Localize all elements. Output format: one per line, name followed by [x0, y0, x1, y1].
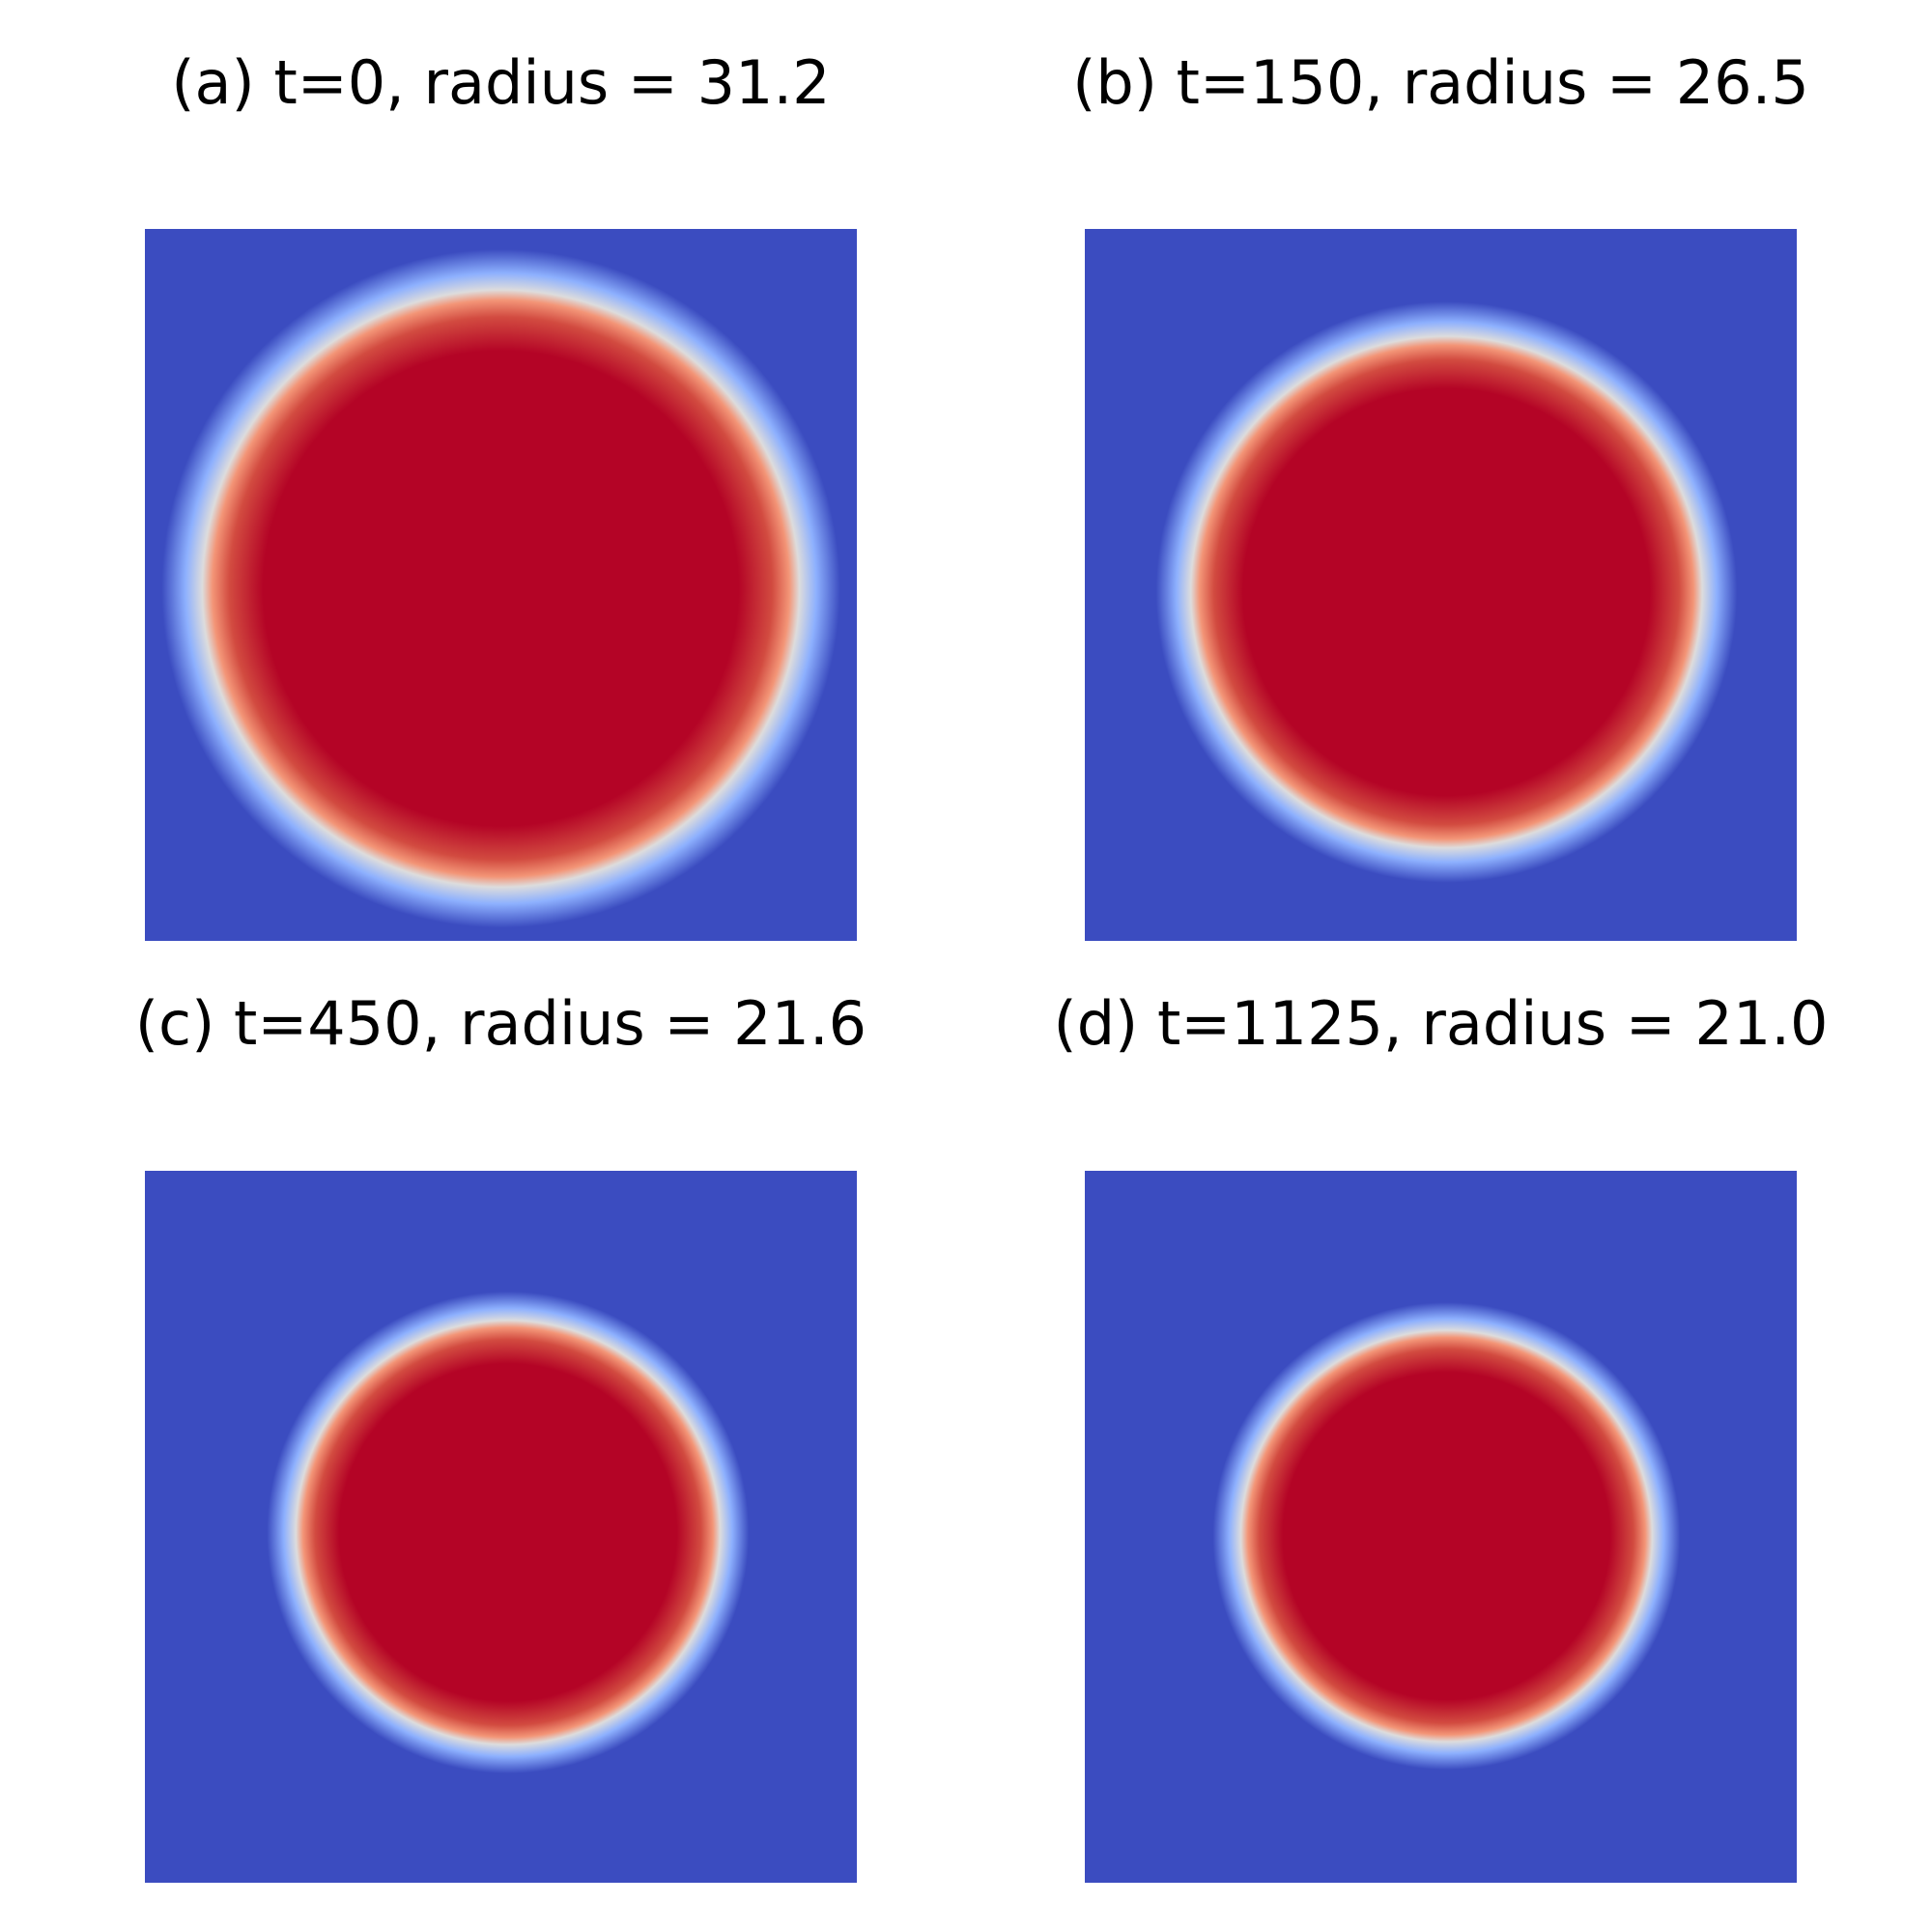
droplet — [161, 248, 840, 928]
droplet — [1212, 1302, 1681, 1771]
droplet — [1155, 301, 1738, 883]
panel-title: (c) t=450, radius = 21.6 — [135, 988, 867, 1059]
panel-title: (a) t=0, radius = 31.2 — [171, 47, 830, 118]
panel-title: (d) t=1125, radius = 21.0 — [1054, 988, 1829, 1059]
panel-title: (b) t=150, radius = 26.5 — [1072, 47, 1809, 118]
droplet — [267, 1291, 750, 1774]
